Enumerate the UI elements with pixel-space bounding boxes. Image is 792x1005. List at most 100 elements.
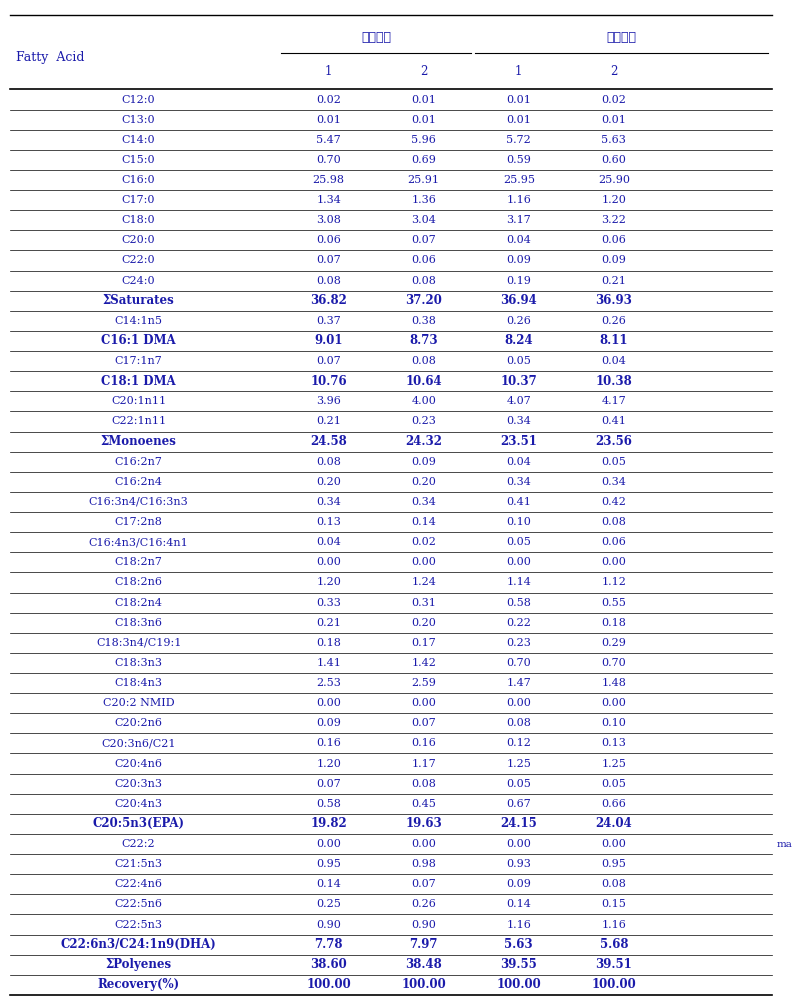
Text: 0.18: 0.18 <box>601 618 626 628</box>
Text: 0.00: 0.00 <box>601 558 626 567</box>
Text: 5.47: 5.47 <box>316 135 341 145</box>
Text: 25.90: 25.90 <box>598 175 630 185</box>
Text: C20:4n3: C20:4n3 <box>115 799 162 809</box>
Text: 4.00: 4.00 <box>411 396 436 406</box>
Text: 100.00: 100.00 <box>497 979 541 991</box>
Text: 10.64: 10.64 <box>406 375 442 388</box>
Text: 0.69: 0.69 <box>411 155 436 165</box>
Text: C20:2n6: C20:2n6 <box>115 719 162 729</box>
Text: 0.08: 0.08 <box>506 719 531 729</box>
Text: 0.01: 0.01 <box>316 115 341 125</box>
Text: 0.25: 0.25 <box>316 899 341 910</box>
Text: 25.95: 25.95 <box>503 175 535 185</box>
Text: 0.23: 0.23 <box>411 416 436 426</box>
Text: manage: manage <box>776 839 792 848</box>
Text: 0.20: 0.20 <box>316 476 341 486</box>
Text: 0.08: 0.08 <box>411 356 436 366</box>
Text: 0.17: 0.17 <box>411 638 436 648</box>
Text: 0.34: 0.34 <box>506 416 531 426</box>
Text: 7.78: 7.78 <box>314 938 343 951</box>
Text: 39.51: 39.51 <box>596 958 632 971</box>
Text: 9.01: 9.01 <box>314 335 343 348</box>
Text: 0.14: 0.14 <box>411 518 436 527</box>
Text: C16:2n4: C16:2n4 <box>115 476 162 486</box>
Text: 1.47: 1.47 <box>506 678 531 688</box>
Text: 0.08: 0.08 <box>411 275 436 285</box>
Text: 7.97: 7.97 <box>409 938 438 951</box>
Text: 0.09: 0.09 <box>316 719 341 729</box>
Text: C18:2n4: C18:2n4 <box>115 598 162 608</box>
Text: 38.60: 38.60 <box>310 958 347 971</box>
Text: 0.70: 0.70 <box>506 658 531 668</box>
Text: 0.14: 0.14 <box>506 899 531 910</box>
Text: 0.70: 0.70 <box>316 155 341 165</box>
Text: 0.14: 0.14 <box>316 879 341 889</box>
Text: C18:2n7: C18:2n7 <box>115 558 162 567</box>
Text: C18:3n6: C18:3n6 <box>115 618 162 628</box>
Text: 1.20: 1.20 <box>316 759 341 769</box>
Text: 0.22: 0.22 <box>506 618 531 628</box>
Text: C20:0: C20:0 <box>122 235 155 245</box>
Text: ΣSaturates: ΣSaturates <box>103 294 174 308</box>
Text: 100.00: 100.00 <box>402 979 446 991</box>
Text: 0.33: 0.33 <box>316 598 341 608</box>
Text: 0.02: 0.02 <box>316 94 341 105</box>
Text: 5.63: 5.63 <box>505 938 533 951</box>
Text: 0.34: 0.34 <box>316 496 341 507</box>
Text: 0.67: 0.67 <box>506 799 531 809</box>
Text: C22:1n11: C22:1n11 <box>111 416 166 426</box>
Text: 0.00: 0.00 <box>506 558 531 567</box>
Text: C20:3n3: C20:3n3 <box>115 779 162 789</box>
Text: 37.20: 37.20 <box>406 294 442 308</box>
Text: 0.60: 0.60 <box>601 155 626 165</box>
Text: 0.58: 0.58 <box>506 598 531 608</box>
Text: C20:3n6/C21: C20:3n6/C21 <box>101 739 176 749</box>
Text: 25.91: 25.91 <box>408 175 440 185</box>
Text: 1.25: 1.25 <box>506 759 531 769</box>
Text: 0.59: 0.59 <box>506 155 531 165</box>
Text: 10.76: 10.76 <box>310 375 347 388</box>
Text: 36.94: 36.94 <box>501 294 537 308</box>
Text: 0.41: 0.41 <box>506 496 531 507</box>
Text: 0.09: 0.09 <box>506 879 531 889</box>
Text: 0.20: 0.20 <box>411 618 436 628</box>
Text: 0.08: 0.08 <box>601 879 626 889</box>
Text: C18:4n3: C18:4n3 <box>115 678 162 688</box>
Text: 0.07: 0.07 <box>316 255 341 265</box>
Text: 23.56: 23.56 <box>596 435 632 448</box>
Text: 1.34: 1.34 <box>316 195 341 205</box>
Text: C22:2: C22:2 <box>122 839 155 849</box>
Text: 0.21: 0.21 <box>601 275 626 285</box>
Text: 0.07: 0.07 <box>316 356 341 366</box>
Text: 0.05: 0.05 <box>506 538 531 547</box>
Text: C18:3n4/C19:1: C18:3n4/C19:1 <box>96 638 181 648</box>
Text: C16:4n3/C16:4n1: C16:4n3/C16:4n1 <box>89 538 188 547</box>
Text: 19.63: 19.63 <box>406 817 442 830</box>
Text: 36.93: 36.93 <box>596 294 632 308</box>
Text: C13:0: C13:0 <box>122 115 155 125</box>
Text: 2: 2 <box>610 65 618 77</box>
Text: 1.16: 1.16 <box>506 195 531 205</box>
Text: 0.34: 0.34 <box>411 496 436 507</box>
Text: 100.00: 100.00 <box>307 979 351 991</box>
Text: C14:0: C14:0 <box>122 135 155 145</box>
Text: 38.48: 38.48 <box>406 958 442 971</box>
Text: 0.04: 0.04 <box>506 456 531 466</box>
Text: 0.00: 0.00 <box>601 698 626 709</box>
Text: 1.20: 1.20 <box>316 578 341 588</box>
Text: 0.04: 0.04 <box>316 538 341 547</box>
Text: 0.05: 0.05 <box>601 779 626 789</box>
Text: C16:3n4/C16:3n3: C16:3n4/C16:3n3 <box>89 496 188 507</box>
Text: 0.01: 0.01 <box>411 94 436 105</box>
Text: 0.15: 0.15 <box>601 899 626 910</box>
Text: 1.12: 1.12 <box>601 578 626 588</box>
Text: 0.26: 0.26 <box>411 899 436 910</box>
Text: 0.90: 0.90 <box>411 920 436 930</box>
Text: 8.73: 8.73 <box>409 335 438 348</box>
Text: 19.82: 19.82 <box>310 817 347 830</box>
Text: 0.90: 0.90 <box>316 920 341 930</box>
Text: 0.02: 0.02 <box>411 538 436 547</box>
Text: 2.53: 2.53 <box>316 678 341 688</box>
Text: 0.06: 0.06 <box>411 255 436 265</box>
Text: 0.66: 0.66 <box>601 799 626 809</box>
